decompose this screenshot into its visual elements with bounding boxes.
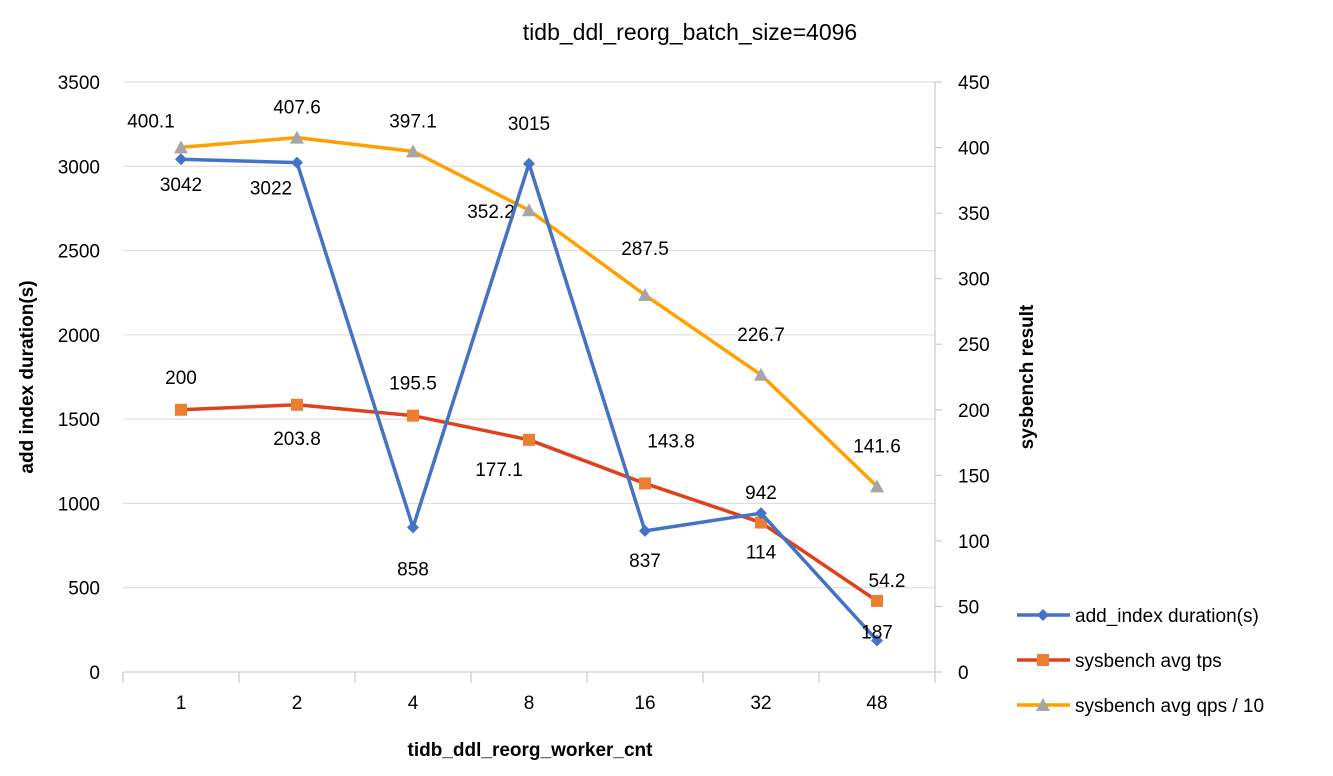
legend-label: add_index duration(s) — [1075, 606, 1259, 627]
y-tick-label: 2500 — [58, 242, 100, 263]
data-label: 3042 — [160, 175, 202, 196]
triangle-marker — [1036, 698, 1050, 711]
data-label: 397.1 — [389, 111, 437, 132]
data-label: 195.5 — [389, 374, 437, 395]
data-label: 942 — [745, 483, 777, 504]
y-axis-label: add index duration(s) — [17, 280, 38, 473]
y-tick-label: 1000 — [58, 494, 100, 515]
y2-tick-label: 200 — [958, 401, 990, 422]
diamond-marker — [291, 156, 303, 169]
legend: add_index duration(s) sysbench avg tps sys… — [1017, 606, 1264, 717]
data-label: 287.5 — [621, 239, 669, 260]
chart-title: tidb_ddl_reorg_batch_size=4096 — [523, 19, 857, 45]
series-layer: 400.1407.6397.1352.2287.5226.7141.620020… — [127, 98, 905, 647]
diamond-marker — [1037, 609, 1049, 621]
y2-axis-label: sysbench result — [1017, 304, 1038, 449]
data-label: 200 — [165, 368, 197, 389]
data-label: 3015 — [508, 114, 550, 135]
y-tick-label: 2000 — [58, 326, 100, 347]
x-axis-label: tidb_ddl_reorg_worker_cnt — [408, 740, 654, 761]
diamond-marker — [523, 157, 535, 170]
square-marker — [175, 403, 187, 416]
square-marker — [291, 398, 303, 411]
diamond-marker — [755, 507, 767, 520]
triangle-marker — [290, 130, 304, 144]
data-label: 352.2 — [467, 202, 515, 223]
triangle-marker — [174, 140, 188, 154]
square-marker — [755, 516, 767, 529]
y-tick-label: 500 — [68, 579, 100, 600]
x-tick-label: 16 — [634, 693, 655, 714]
series-0: 3042 3022 858 3015 837 942 187 — [160, 114, 893, 647]
data-label: 203.8 — [273, 429, 321, 450]
diamond-marker — [639, 524, 651, 537]
data-label: 141.6 — [853, 436, 901, 457]
triangle-marker — [406, 144, 420, 158]
y2-tick-label: 400 — [958, 139, 990, 160]
square-marker — [639, 477, 651, 490]
series-2: 400.1 407.6 397.1 352.2 287.5 226.7 141.6 — [127, 98, 901, 493]
data-label: 858 — [397, 559, 429, 580]
legend-label: sysbench avg tps — [1075, 651, 1222, 672]
y2-tick-label: 50 — [958, 597, 979, 618]
y2-tick-label: 250 — [958, 335, 990, 356]
y2-tick-label: 350 — [958, 204, 990, 225]
data-label: 54.2 — [869, 571, 906, 592]
triangle-marker — [754, 367, 768, 381]
square-marker — [871, 594, 883, 607]
diamond-marker — [407, 521, 419, 534]
data-label: 407.6 — [273, 98, 321, 119]
triangle-marker — [638, 288, 652, 302]
square-marker — [1037, 654, 1049, 666]
y2-tick-label: 300 — [958, 270, 990, 291]
x-tick-label: 2 — [292, 693, 303, 714]
series-1: 200 203.8 195.5 177.1 143.8 114 54.2 — [165, 368, 905, 607]
y-tick-label: 3500 — [58, 73, 100, 94]
diamond-marker — [871, 634, 883, 647]
y-tick-label: 1500 — [58, 410, 100, 431]
square-marker — [407, 409, 419, 422]
square-marker — [523, 433, 535, 446]
data-label: 3022 — [250, 179, 292, 200]
x-tick-label: 48 — [866, 693, 887, 714]
y2-tick-label: 450 — [958, 73, 990, 94]
triangle-marker — [522, 203, 536, 217]
data-label: 400.1 — [127, 111, 175, 132]
x-tick-label: 1 — [176, 693, 187, 714]
y2-tick-label: 100 — [958, 532, 990, 553]
x-tick-label: 32 — [750, 693, 771, 714]
data-label: 187 — [861, 622, 893, 643]
y-tick-label: 3000 — [58, 157, 100, 178]
data-label: 143.8 — [647, 431, 695, 452]
series-line — [180, 157, 879, 642]
x-tick-label: 8 — [524, 693, 535, 714]
y2-tick-label: 0 — [958, 663, 969, 684]
x-tick-label: 4 — [408, 693, 419, 714]
data-label: 177.1 — [475, 460, 523, 481]
y2-tick-label: 150 — [958, 466, 990, 487]
triangle-marker — [870, 479, 884, 493]
legend-label: sysbench avg qps / 10 — [1075, 696, 1264, 717]
axes: 0 500 1000 1500 2000 2500 3000 3500 0 50 100 150 200… — [58, 73, 990, 714]
diamond-marker — [175, 153, 187, 166]
y-tick-label: 0 — [89, 663, 100, 684]
data-label: 837 — [629, 551, 661, 572]
data-label: 226.7 — [737, 325, 785, 346]
data-label: 114 — [746, 543, 777, 564]
